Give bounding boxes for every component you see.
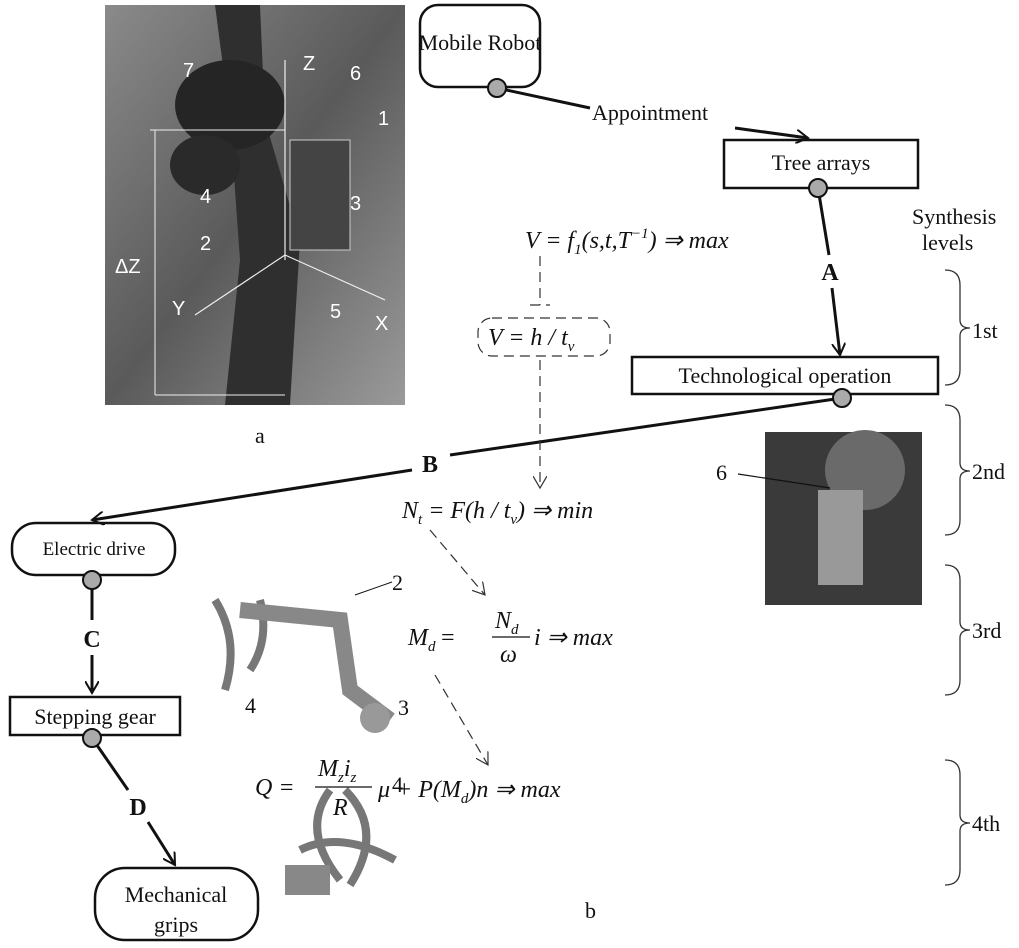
formula-part: v [568, 339, 575, 355]
formula-part: 1 [574, 242, 582, 258]
formula-part: M [317, 756, 340, 782]
formula-part: M [407, 625, 430, 651]
inset-label: 3 [398, 695, 409, 720]
synthesis-label: Synthesis [912, 204, 996, 229]
formula-part: ω [500, 642, 517, 668]
level-label: 4th [972, 811, 1000, 836]
photo-label: 4 [200, 186, 211, 208]
photo-label: 2 [200, 233, 211, 255]
braces [945, 270, 970, 885]
formula-part: μ + P [377, 777, 433, 803]
node-label: grips [154, 912, 198, 937]
edge-label: Appointment [592, 100, 708, 125]
node-label: Mobile Robot [419, 30, 542, 55]
formula-part: i ⇒ max [534, 625, 613, 651]
formula-part: = F(h / t [422, 498, 512, 524]
formula: Md= Nd ω i ⇒ max [407, 608, 613, 668]
formula-part: Q = [255, 775, 295, 801]
svg-text:Mziz: Mziz [317, 756, 357, 786]
photo-label: X [375, 313, 388, 335]
photo-label: 1 [378, 108, 389, 130]
formula-part: z [350, 770, 357, 786]
node-label: Technological operation [679, 363, 892, 388]
edge-label: B [422, 452, 438, 478]
node-label: Tree arrays [772, 150, 871, 175]
photo-label: 6 [350, 63, 361, 85]
formula-part: (s,t,T [582, 228, 633, 254]
node-label: Mechanical [125, 882, 228, 907]
photo-label: Y [172, 298, 185, 320]
arm-image: 2 4 3 [215, 570, 409, 733]
formula: Q = Mziz R μ + P(Md)n ⇒ max [255, 756, 561, 821]
caption: b [585, 898, 596, 923]
level-label: 3rd [972, 618, 1001, 643]
formula-part: V = h / t [488, 325, 569, 351]
formula-part: )n ⇒ max [466, 777, 560, 803]
edge-label: A [821, 260, 839, 286]
formula-part: R [332, 795, 348, 821]
formula-part: −1 [631, 226, 649, 242]
inset-label: 6 [716, 460, 727, 485]
formula: V = f1(s,t,T−1) ⇒ max [525, 226, 729, 258]
formula-part: d [511, 622, 519, 638]
formula-part: d [428, 639, 436, 655]
svg-text:μ + P(Md)n ⇒ max: μ + P(Md)n ⇒ max [377, 777, 561, 807]
caption: a [255, 423, 265, 448]
photo-label: 5 [330, 301, 341, 323]
level-label: 1st [972, 318, 998, 343]
photo-label: 3 [350, 193, 361, 215]
inset-label: 4 [245, 693, 256, 718]
edge-label: D [129, 795, 146, 821]
inset-label: 2 [392, 570, 403, 595]
edge-label: C [83, 627, 100, 653]
formula-part: = [440, 625, 456, 651]
formula-part: (M [433, 777, 463, 803]
formula-part: V = f [525, 228, 577, 254]
formula-part: ) ⇒ min [515, 498, 593, 524]
svg-text:Nd: Nd [494, 608, 519, 638]
level-label: 2nd [972, 459, 1005, 484]
formula-part: i [344, 756, 351, 782]
diagram: 7 Z 6 1 3 4 2 ΔZ Y 5 X a b 6 2 4 3 4 Mob… [0, 0, 1019, 943]
photo-label: 7 [183, 60, 194, 82]
node-label: Stepping gear [34, 704, 156, 729]
synthesis-label: levels [922, 230, 973, 255]
formula-part: ) ⇒ max [647, 228, 729, 254]
inset-photo: 6 [716, 430, 922, 605]
photo-label: ΔZ [115, 256, 141, 278]
formula: V = h / tv [488, 325, 575, 355]
formula: Nt = F(h / tv) ⇒ min [401, 498, 593, 528]
node-label: Electric drive [43, 539, 146, 560]
photo-label: Z [303, 53, 315, 75]
svg-text:Md=: Md= [407, 625, 456, 655]
